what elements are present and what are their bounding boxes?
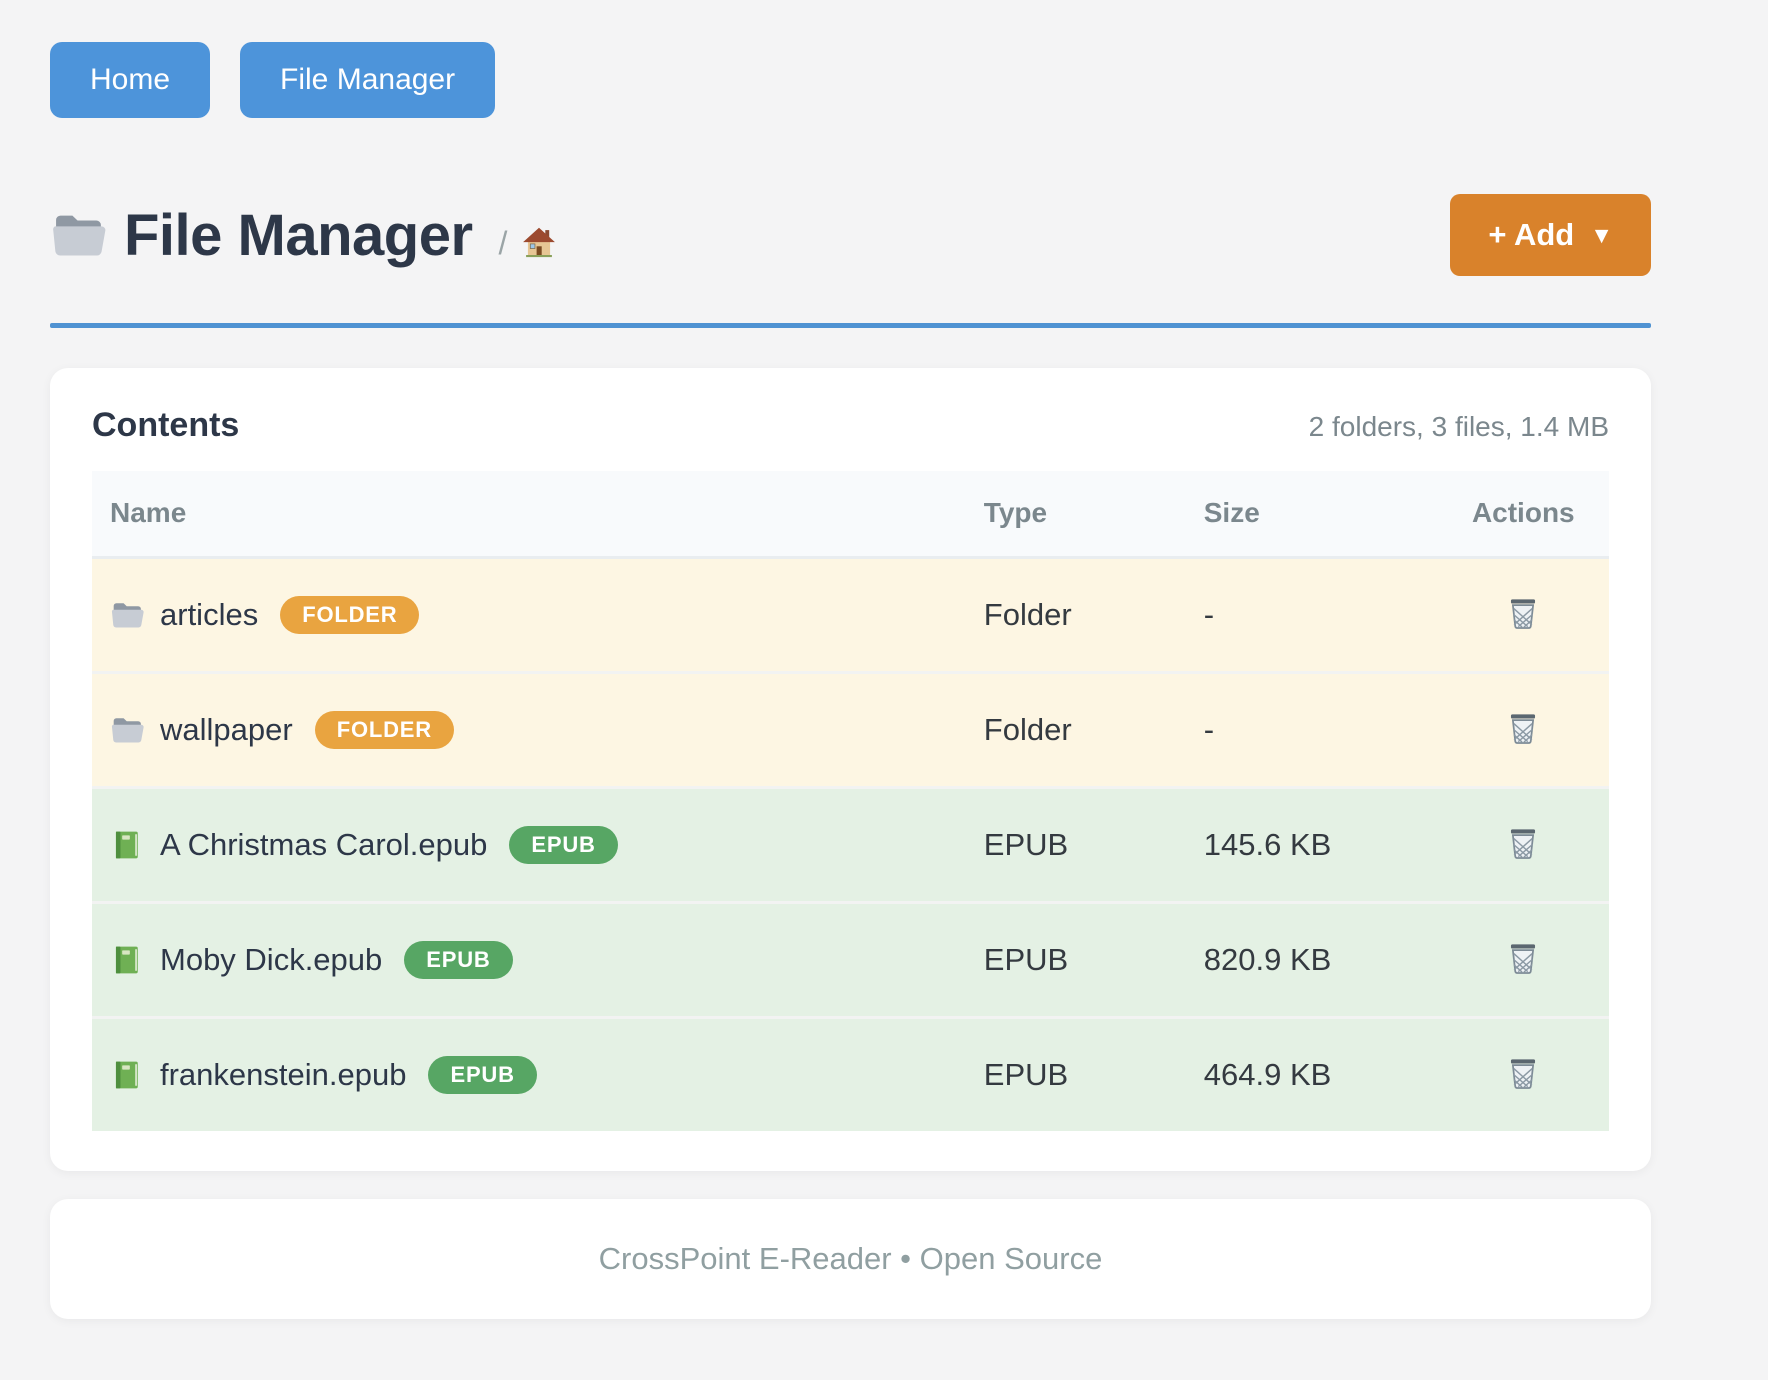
contents-card-header: Contents 2 folders, 3 files, 1.4 MB [92,406,1609,445]
header-divider [50,323,1651,328]
file-type-badge: EPUB [404,940,513,979]
title-group: File Manager / [50,202,557,269]
table-row[interactable]: wallpaper FOLDER Folder - [92,670,1609,787]
table-row[interactable]: Moby Dick.epub EPUB EPUB 820.9 KB [92,900,1609,1017]
caret-down-icon: ▼ [1590,221,1613,248]
trash-icon [1511,713,1536,744]
file-size: 145.6 KB [1185,785,1438,902]
folder-icon [110,598,144,632]
file-name: Moby Dick.epub [160,941,383,977]
file-size: - [1185,670,1438,787]
delete-button[interactable] [1500,705,1546,751]
contents-card: Contents 2 folders, 3 files, 1.4 MB Name… [50,368,1651,1171]
home-icon[interactable] [521,225,557,261]
delete-button[interactable] [1500,935,1546,981]
file-type-badge: FOLDER [314,710,454,749]
trash-icon [1511,1058,1536,1089]
footer: CrossPoint E-Reader • Open Source [50,1198,1651,1319]
file-type: Folder [965,670,1186,787]
nav-home-button[interactable]: Home [50,42,211,118]
file-type-badge: FOLDER [280,595,420,634]
file-table: Name Type Size Actions [92,471,1609,1131]
add-button-label: + Add [1488,217,1575,252]
delete-button[interactable] [1500,590,1546,636]
add-button[interactable]: + Add ▼ [1450,194,1651,276]
table-header-row: Name Type Size Actions [92,471,1609,559]
trash-icon [1511,943,1536,974]
file-name: articles [160,596,259,632]
file-table-body: articles FOLDER Folder - [92,557,1609,1131]
nav-file-manager-button[interactable]: File Manager [240,42,496,118]
top-nav: Home File Manager [50,42,1651,118]
file-type-badge: EPUB [509,825,618,864]
folder-icon [110,713,144,747]
file-size: 820.9 KB [1185,900,1438,1017]
footer-text: CrossPoint E-Reader • Open Source [598,1240,1103,1276]
column-header-size: Size [1185,471,1438,559]
file-name: frankenstein.epub [160,1056,407,1092]
book-icon [110,828,144,862]
table-row[interactable]: frankenstein.epub EPUB EPUB 464.9 KB [92,1015,1609,1131]
file-size: 464.9 KB [1185,1015,1438,1131]
file-type: EPUB [965,900,1186,1017]
file-name: A Christmas Carol.epub [160,826,488,862]
trash-icon [1511,598,1536,629]
page-title: File Manager [124,202,473,268]
table-row[interactable]: A Christmas Carol.epub EPUB EPUB 145.6 K… [92,785,1609,902]
file-type: EPUB [965,1015,1186,1131]
breadcrumb: / [499,225,558,262]
contents-summary: 2 folders, 3 files, 1.4 MB [1308,411,1609,442]
table-row[interactable]: articles FOLDER Folder - [92,557,1609,672]
column-header-actions: Actions [1437,471,1609,559]
book-icon [110,943,144,977]
breadcrumb-separator: / [498,224,508,261]
column-header-type: Type [965,471,1186,559]
book-icon [110,1058,144,1092]
folder-icon [50,207,106,263]
column-header-name: Name [92,471,966,559]
trash-icon [1511,828,1536,859]
file-size: - [1185,557,1438,672]
delete-button[interactable] [1500,1050,1546,1096]
file-type-badge: EPUB [428,1055,537,1094]
page-header: File Manager / + Add ▼ [50,194,1651,276]
file-type: EPUB [965,785,1186,902]
contents-title: Contents [92,406,240,444]
delete-button[interactable] [1500,820,1546,866]
file-name: wallpaper [160,711,293,747]
file-manager-page: Home File Manager File Manager / [50,0,1651,1319]
file-type: Folder [965,557,1186,672]
